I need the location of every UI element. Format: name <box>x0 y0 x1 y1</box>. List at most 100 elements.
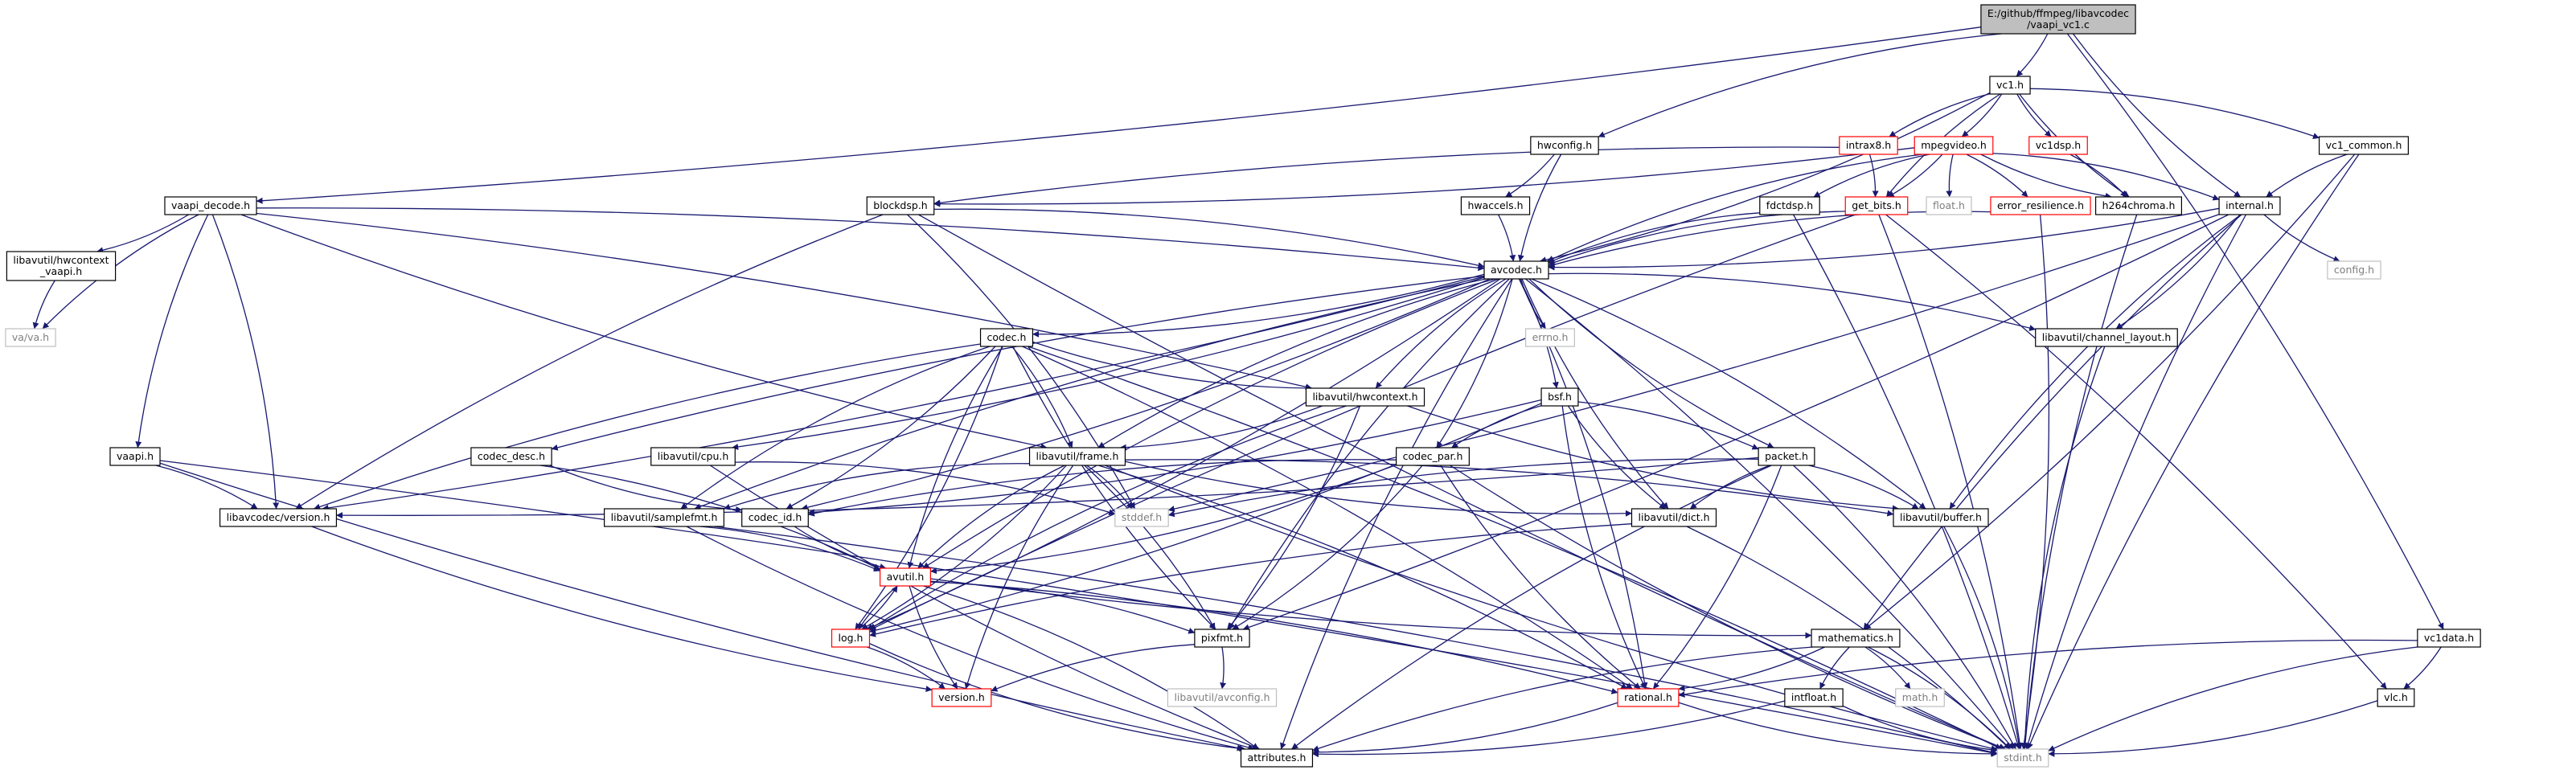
edge-blockdsp-to-avc-version <box>295 214 884 510</box>
edge-pixfmt-to-version <box>991 644 1195 692</box>
edge-vc1-common-to-mathematics <box>1864 154 2356 630</box>
edge-fdctdsp-to-stdint <box>1793 214 2021 750</box>
edge-packet-to-rational <box>1652 465 1782 690</box>
edge-codec-par-to-pixfmt <box>1232 465 1423 630</box>
node-rational[interactable]: rational.h <box>1617 688 1680 707</box>
node-packet[interactable]: packet.h <box>1758 447 1815 466</box>
edge-avutil-to-attributes <box>923 585 1259 750</box>
edge-log-to-attributes <box>869 643 1246 752</box>
node-label: mathematics.h <box>1818 632 1893 644</box>
node-root[interactable]: E:/github/ffmpeg/libavcodec/vaapi_vc1.c <box>1980 4 2136 35</box>
edge-hwcontext-to-log <box>869 405 1347 630</box>
edge-vc1-to-intrax8 <box>1889 93 1991 137</box>
edge-avcodec-to-attributes <box>1280 278 1513 750</box>
node-config[interactable]: config.h <box>2327 260 2381 280</box>
node-hwconfig[interactable]: hwconfig.h <box>1530 136 1599 155</box>
node-vc1[interactable]: vc1.h <box>1989 76 2031 95</box>
node-avc-version[interactable]: libavcodec/version.h <box>219 508 338 527</box>
edge-avcodec-to-channel-layout <box>1548 272 2037 331</box>
node-codec-desc[interactable]: codec_desc.h <box>470 447 552 466</box>
node-codec[interactable]: codec.h <box>979 328 1034 347</box>
node-math[interactable]: math.h <box>1895 688 1945 707</box>
node-box <box>1194 629 1250 648</box>
node-label: packet.h <box>1765 450 1808 462</box>
node-box <box>1811 629 1901 648</box>
node-stdint[interactable]: stdint.h <box>1996 748 2049 768</box>
edge-hwcontext-to-pixfmt <box>1227 405 1361 630</box>
node-box <box>1989 76 2031 95</box>
edge-hwcontext-to-buffer <box>1407 405 1899 512</box>
node-label: blockdsp.h <box>873 199 927 211</box>
node-channel-layout[interactable]: libavutil/channel_layout.h <box>2035 328 2178 347</box>
node-label: float.h <box>1933 199 1965 211</box>
node-box <box>1396 447 1470 466</box>
node-vaapi-decode[interactable]: vaapi_decode.h <box>164 196 257 215</box>
node-buffer[interactable]: libavutil/buffer.h <box>1893 508 1989 527</box>
edge-root-to-hwconfig <box>1598 33 2002 137</box>
edge-dict-to-log <box>869 523 1632 637</box>
node-vaapi[interactable]: vaapi.h <box>109 447 161 466</box>
edge-vc1-common-to-stdint <box>2027 154 2360 750</box>
node-fdctdsp[interactable]: fdctdsp.h <box>1759 196 1820 215</box>
edge-codec-to-avc-version <box>314 343 981 510</box>
edge-bsf-to-codec-id <box>807 399 1542 516</box>
node-mpegvideo[interactable]: mpegvideo.h <box>1914 136 1994 155</box>
node-vc1-common[interactable]: vc1_common.h <box>2318 136 2410 155</box>
node-vc1dsp[interactable]: vc1dsp.h <box>2028 136 2088 155</box>
node-version[interactable]: version.h <box>931 688 992 707</box>
edge-codec-desc-to-avutil <box>539 465 880 570</box>
edge-packet-to-attributes <box>1291 465 1772 750</box>
node-pixfmt[interactable]: pixfmt.h <box>1194 629 1250 648</box>
node-hwcontext-vaapi[interactable]: libavutil/hwcontext_vaapi.h <box>6 251 117 281</box>
node-frame[interactable]: libavutil/frame.h <box>1028 447 1126 466</box>
node-codec-id[interactable]: codec_id.h <box>741 508 809 527</box>
edge-mpegvideo-to-fdctdsp <box>1813 154 1930 198</box>
edge-packet-to-stdint <box>1793 465 2016 750</box>
node-avconfig[interactable]: libavutil/avconfig.h <box>1167 688 1278 707</box>
node-vc1data[interactable]: vc1data.h <box>2417 629 2481 648</box>
node-stddef[interactable]: stddef.h <box>1114 508 1169 527</box>
edge-codec-to-frame <box>1011 346 1073 448</box>
node-hwcontext[interactable]: libavutil/hwcontext.h <box>1305 387 1425 407</box>
node-intfloat[interactable]: intfloat.h <box>1784 688 1844 707</box>
node-box <box>6 251 117 281</box>
node-intrax8[interactable]: intrax8.h <box>1839 136 1898 155</box>
node-box <box>880 567 931 587</box>
node-vlc[interactable]: vlc.h <box>2377 688 2415 707</box>
node-label: vc1data.h <box>2424 632 2474 644</box>
node-label: errno.h <box>1532 331 1569 343</box>
node-cpu[interactable]: libavutil/cpu.h <box>650 447 736 466</box>
node-h264chroma[interactable]: h264chroma.h <box>2094 196 2183 215</box>
edge-hwcontext-to-frame <box>1119 405 1323 451</box>
node-avutil[interactable]: avutil.h <box>880 567 931 587</box>
edge-mathematics-to-math <box>1864 646 1911 690</box>
node-log[interactable]: log.h <box>831 629 871 648</box>
node-dict[interactable]: libavutil/dict.h <box>1631 508 1717 527</box>
node-label: libavutil/samplefmt.h <box>611 511 718 523</box>
edge-frame-to-pixfmt <box>1084 465 1216 630</box>
header-nodes: E:/github/ffmpeg/libavcodec/vaapi_vc1.cv… <box>5 4 2481 768</box>
node-attributes[interactable]: attributes.h <box>1240 748 1314 768</box>
node-internal[interactable]: internal.h <box>2218 196 2281 215</box>
node-errno[interactable]: errno.h <box>1525 328 1575 347</box>
node-mathematics[interactable]: mathematics.h <box>1811 629 1901 648</box>
node-blockdsp[interactable]: blockdsp.h <box>866 196 935 215</box>
node-bsf[interactable]: bsf.h <box>1540 387 1579 407</box>
node-error-resilience[interactable]: error_resilience.h <box>1990 196 2091 215</box>
node-box <box>1926 196 1972 215</box>
edge-codec-par-to-avutil <box>930 464 1397 575</box>
node-samplefmt[interactable]: libavutil/samplefmt.h <box>604 508 724 527</box>
node-avcodec[interactable]: avcodec.h <box>1483 260 1549 280</box>
edge-avcodec-to-codec-desc <box>551 275 1485 451</box>
edge-avutil-to-rational <box>930 580 1618 694</box>
node-box <box>650 447 736 466</box>
node-label: h264chroma.h <box>2102 199 2176 211</box>
node-float[interactable]: float.h <box>1926 196 1972 215</box>
node-va[interactable]: va/va.h <box>5 328 56 347</box>
node-get-bits[interactable]: get_bits.h <box>1844 196 1909 215</box>
node-hwaccels[interactable]: hwaccels.h <box>1460 196 1531 215</box>
node-codec-par[interactable]: codec_par.h <box>1396 447 1470 466</box>
node-label: get_bits.h <box>1852 199 1901 211</box>
edge-packet-to-dict <box>1689 465 1770 510</box>
